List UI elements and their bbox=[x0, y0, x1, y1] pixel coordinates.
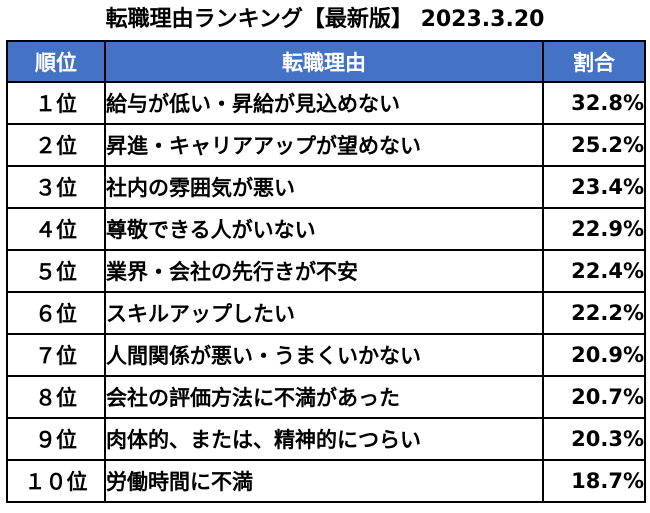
percentage-cell: 20.7% bbox=[542, 375, 646, 419]
table-row: ４位 尊敬できる人がいない 22.9% bbox=[6, 207, 646, 251]
percentage-cell: 22.9% bbox=[542, 207, 646, 251]
table-row: １０位 労働時間に不満 18.7% bbox=[6, 459, 646, 503]
table-row: １位 給与が低い・昇給が見込めない 32.8% bbox=[6, 81, 646, 125]
percentage-cell: 22.4% bbox=[542, 249, 646, 293]
reason-cell: 給与が低い・昇給が見込めない bbox=[104, 81, 544, 125]
table-header: 順位 転職理由 割合 bbox=[6, 40, 646, 83]
table-row: ３位 社内の雰囲気が悪い 23.4% bbox=[6, 165, 646, 209]
reason-cell: 尊敬できる人がいない bbox=[104, 207, 544, 251]
rank-cell: ４位 bbox=[6, 207, 106, 251]
table-row: ７位 人間関係が悪い・うまくいかない 20.9% bbox=[6, 333, 646, 377]
header-reason: 転職理由 bbox=[104, 40, 544, 83]
table-row: ９位 肉体的、または、精神的につらい 20.3% bbox=[6, 417, 646, 461]
percentage-cell: 20.9% bbox=[542, 333, 646, 377]
percentage-cell: 25.2% bbox=[542, 123, 646, 167]
rank-cell: ６位 bbox=[6, 291, 106, 335]
reason-cell: 業界・会社の先行きが不安 bbox=[104, 249, 544, 293]
rank-cell: ７位 bbox=[6, 333, 106, 377]
percentage-cell: 32.8% bbox=[542, 81, 646, 125]
rank-cell: １０位 bbox=[6, 459, 106, 503]
percentage-cell: 20.3% bbox=[542, 417, 646, 461]
rank-cell: ２位 bbox=[6, 123, 106, 167]
rank-cell: ９位 bbox=[6, 417, 106, 461]
ranking-table: 順位 転職理由 割合 １位 給与が低い・昇給が見込めない 32.8% ２位 昇進… bbox=[6, 40, 646, 503]
table-body: １位 給与が低い・昇給が見込めない 32.8% ２位 昇進・キャリアアップが望め… bbox=[6, 81, 646, 503]
table-row: ５位 業界・会社の先行きが不安 22.4% bbox=[6, 249, 646, 293]
reason-cell: 会社の評価方法に不満があった bbox=[104, 375, 544, 419]
reason-cell: 昇進・キャリアアップが望めない bbox=[104, 123, 544, 167]
table-row: ８位 会社の評価方法に不満があった 20.7% bbox=[6, 375, 646, 419]
percentage-cell: 18.7% bbox=[542, 459, 646, 503]
reason-cell: スキルアップしたい bbox=[104, 291, 544, 335]
rank-cell: ３位 bbox=[6, 165, 106, 209]
rank-cell: ８位 bbox=[6, 375, 106, 419]
reason-cell: 肉体的、または、精神的につらい bbox=[104, 417, 544, 461]
reason-cell: 社内の雰囲気が悪い bbox=[104, 165, 544, 209]
reason-cell: 人間関係が悪い・うまくいかない bbox=[104, 333, 544, 377]
rank-cell: ５位 bbox=[6, 249, 106, 293]
header-rank: 順位 bbox=[6, 40, 106, 83]
percentage-cell: 22.2% bbox=[542, 291, 646, 335]
table-row: ６位 スキルアップしたい 22.2% bbox=[6, 291, 646, 335]
reason-cell: 労働時間に不満 bbox=[104, 459, 544, 503]
percentage-cell: 23.4% bbox=[542, 165, 646, 209]
header-row: 順位 転職理由 割合 bbox=[6, 40, 646, 83]
table-row: ２位 昇進・キャリアアップが望めない 25.2% bbox=[6, 123, 646, 167]
page-title: 転職理由ランキング【最新版】 2023.3.20 bbox=[105, 7, 545, 32]
header-percentage: 割合 bbox=[542, 40, 646, 83]
rank-cell: １位 bbox=[6, 81, 106, 125]
